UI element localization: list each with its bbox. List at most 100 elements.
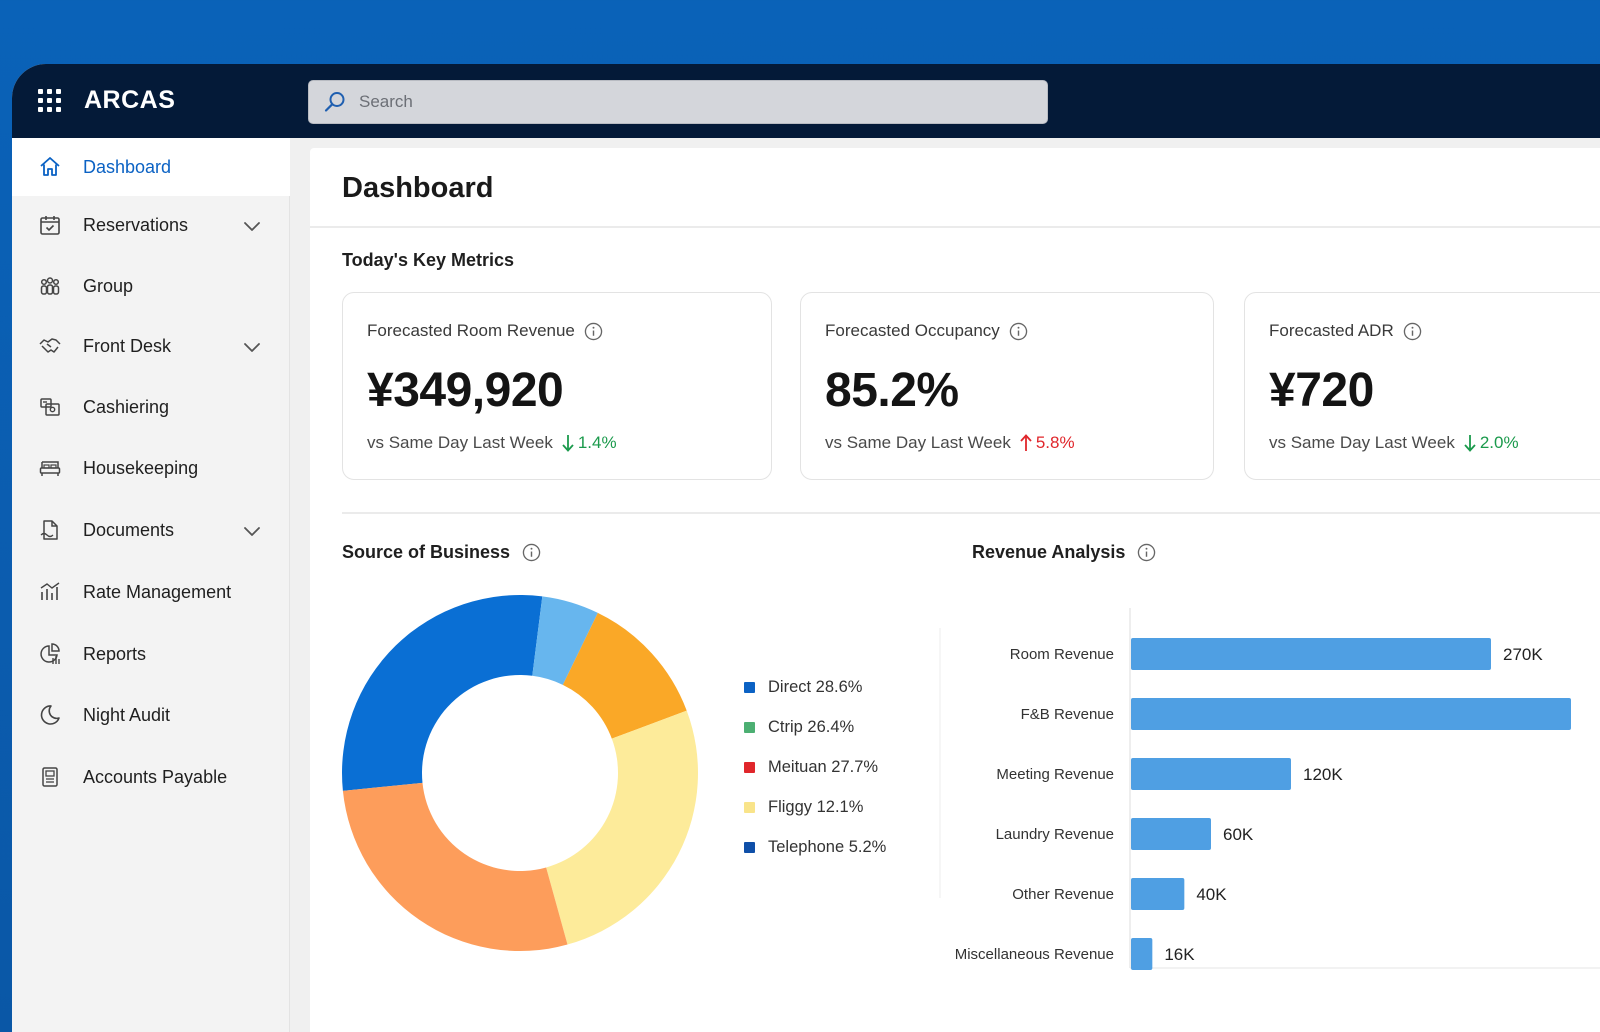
donut-slice[interactable] (546, 710, 698, 945)
revenue-analysis-title: Revenue Analysis (972, 542, 1126, 562)
revenue-bar[interactable] (1131, 878, 1185, 910)
sidebar-item-label: Reservations (83, 214, 189, 235)
report-icon (40, 643, 60, 664)
revenue-bar[interactable] (1131, 698, 1571, 730)
legend-label: Meituan 27.7% (768, 758, 879, 776)
sidebar-item-label: Cashiering (83, 396, 170, 417)
metric-card: Forecasted Room Revenue ¥349,920 vs Same D… (342, 292, 772, 480)
main-content: Dashboard Today's Key Metrics Forecasted… (310, 148, 1600, 1032)
document-icon (40, 520, 58, 540)
sidebar-item-night-audit[interactable]: Night Audit (12, 686, 290, 744)
bar-category-label: F&B Revenue (1021, 706, 1114, 723)
chevron-down-icon[interactable] (242, 216, 262, 236)
metric-comparison: vs Same Day Last Week 1.4% (367, 433, 617, 453)
metric-title-row: Forecasted ADR (1269, 321, 1422, 341)
legend-label: Direct 28.6% (768, 678, 863, 696)
donut-slice[interactable] (342, 595, 543, 791)
rate-chart-icon (40, 582, 60, 600)
legend-swatch (744, 842, 755, 853)
metric-change: 2.0% (1463, 433, 1519, 453)
sidebar-item-reservations[interactable]: Reservations (12, 196, 290, 254)
donut-slice[interactable] (342, 782, 568, 952)
sidebar-item-front-desk[interactable]: Front Desk (12, 317, 290, 375)
arrow-up-icon (1020, 434, 1032, 451)
metric-card: Forecasted ADR ¥720 vs Same Day Last Week 2… (1244, 292, 1600, 480)
legend-swatch (744, 802, 755, 813)
metric-title-row: Forecasted Occupancy (825, 321, 1028, 341)
legend-item: Telephone 5.2% (744, 838, 886, 857)
info-icon[interactable] (1137, 543, 1156, 562)
sidebar-item-group[interactable]: Group (12, 257, 290, 315)
metric-title-row: Forecasted Room Revenue (367, 321, 603, 341)
revenue-bar[interactable] (1131, 638, 1491, 670)
metric-comparison-label: vs Same Day Last Week (825, 433, 1011, 452)
revenue-bar[interactable] (1131, 758, 1291, 790)
ledger-icon (42, 767, 58, 787)
revenue-bar[interactable] (1131, 818, 1211, 850)
metric-title: Forecasted Occupancy (825, 321, 1000, 340)
metric-value: 85.2% (825, 364, 959, 417)
metric-title: Forecasted ADR (1269, 321, 1394, 340)
donut-slice[interactable] (562, 612, 687, 739)
sidebar-item-housekeeping[interactable]: Housekeeping (12, 439, 290, 497)
cash-register-icon (40, 398, 60, 416)
chevron-down-icon[interactable] (242, 337, 262, 357)
divider (342, 512, 1600, 514)
search-box[interactable] (308, 80, 1048, 124)
chevron-down-icon[interactable] (242, 521, 262, 541)
sidebar-item-label: Documents (83, 519, 175, 540)
bar-category-label: Miscellaneous Revenue (955, 946, 1114, 963)
sidebar-item-label: Night Audit (83, 704, 171, 725)
bar-value-label: 40K (1196, 885, 1227, 904)
metric-value: ¥720 (1269, 364, 1374, 417)
sidebar: Dashboard Reservations Group Front Desk Cash… (12, 138, 290, 1032)
metric-change: 5.8% (1019, 433, 1075, 453)
sidebar-item-label: Reports (83, 643, 147, 664)
search-icon (324, 92, 345, 112)
bar-category-label: Meeting Revenue (996, 766, 1114, 783)
bed-icon (39, 461, 61, 476)
sidebar-item-dashboard[interactable]: Dashboard (12, 138, 290, 196)
home-icon (40, 157, 60, 176)
info-icon[interactable] (1009, 322, 1028, 341)
legend-swatch (744, 682, 755, 693)
bar-category-label: Room Revenue (1010, 646, 1114, 663)
key-metrics-title: Today's Key Metrics (342, 250, 515, 270)
sidebar-item-accounts-payable[interactable]: Accounts Payable (12, 748, 290, 806)
bar-category-label: Other Revenue (1012, 886, 1114, 903)
legend-swatch (744, 762, 755, 773)
donut-slice[interactable] (532, 596, 598, 685)
metric-comparison-label: vs Same Day Last Week (1269, 433, 1455, 452)
sidebar-item-cashiering[interactable]: Cashiering (12, 378, 290, 436)
bar-value-label: 270K (1503, 645, 1543, 664)
handshake-icon (39, 338, 61, 353)
sidebar-item-label: Housekeeping (83, 457, 199, 478)
sidebar-item-reports[interactable]: Reports (12, 625, 290, 683)
app-window: ARCAS Dashboard Reservations Group Front De… (12, 64, 1600, 1032)
source-of-business-title: Source of Business (342, 542, 511, 562)
revenue-analysis-header: Revenue Analysis (972, 542, 1156, 563)
legend-item: Fliggy 12.1% (744, 798, 863, 817)
info-icon[interactable] (584, 322, 603, 341)
metric-value: ¥349,920 (367, 364, 564, 417)
revenue-bar[interactable] (1131, 938, 1153, 970)
page-title: Dashboard (342, 172, 494, 204)
sidebar-item-documents[interactable]: Documents (12, 501, 290, 559)
sidebar-item-label: Dashboard (83, 156, 172, 177)
sidebar-item-label: Rate Management (83, 581, 232, 602)
legend-item: Direct 28.6% (744, 678, 862, 697)
info-icon[interactable] (1403, 322, 1422, 341)
metric-comparison: vs Same Day Last Week 2.0% (1269, 433, 1519, 453)
app-launcher-icon[interactable] (38, 89, 62, 113)
source-of-business-header: Source of Business (342, 542, 541, 563)
metric-change-value: 5.8% (1035, 433, 1075, 452)
bar-value-label: 120K (1303, 765, 1343, 784)
legend-item: Ctrip 26.4% (744, 718, 854, 737)
legend-item: Meituan 27.7% (744, 758, 878, 777)
moon-icon (40, 705, 60, 725)
info-icon[interactable] (522, 543, 541, 562)
source-of-business-donut-chart (342, 595, 698, 952)
search-input[interactable] (359, 92, 999, 112)
sidebar-item-rate-management[interactable]: Rate Management (12, 563, 290, 621)
metric-comparison: vs Same Day Last Week 5.8% (825, 433, 1075, 453)
